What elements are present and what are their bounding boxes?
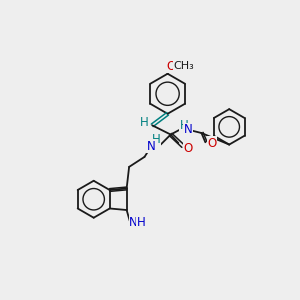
Text: H: H <box>140 116 149 129</box>
Text: H: H <box>152 134 161 146</box>
Text: N: N <box>147 140 156 153</box>
Text: H: H <box>179 119 188 132</box>
Text: O: O <box>167 59 176 73</box>
Text: H: H <box>137 216 146 229</box>
Text: CH₃: CH₃ <box>173 61 194 71</box>
Text: N: N <box>129 216 138 229</box>
Text: O: O <box>208 136 217 149</box>
Text: O: O <box>184 142 193 155</box>
Text: N: N <box>184 123 193 136</box>
